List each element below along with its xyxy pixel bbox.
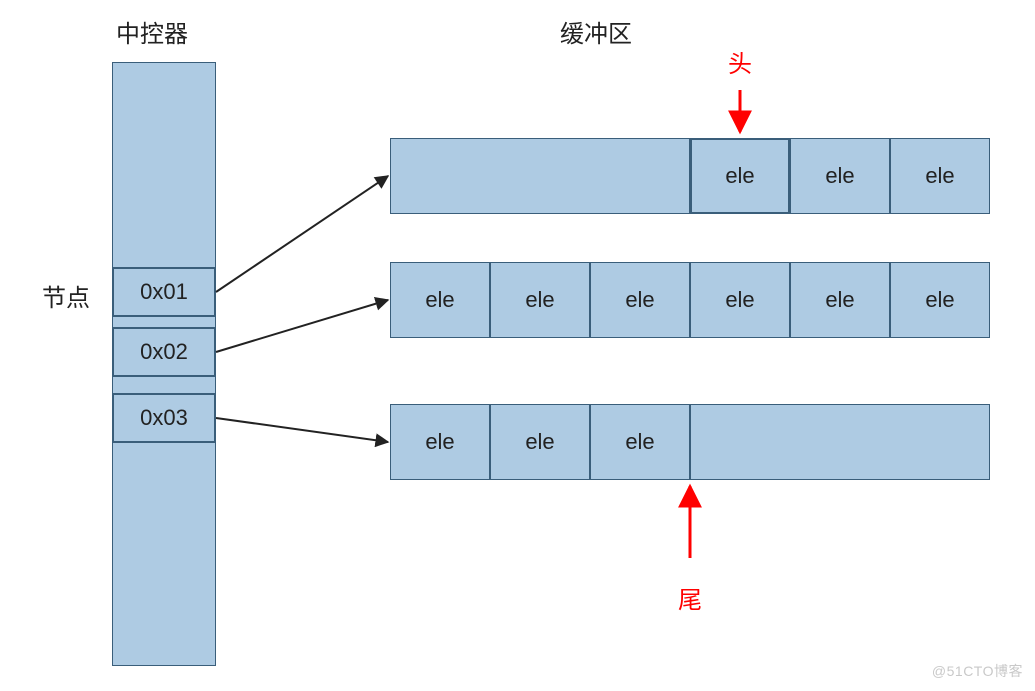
controller-node-0x01: 0x01 (112, 267, 216, 317)
buffer-cell-r1-c1: ele (490, 262, 590, 338)
controller-node-0x02-text: 0x02 (140, 339, 188, 365)
buffer-cell-text: ele (925, 163, 954, 189)
buffer-cell-text: ele (925, 287, 954, 313)
watermark: @51CTO博客 (932, 661, 1023, 681)
buffer-cell-r1-c4: ele (790, 262, 890, 338)
tail-label: 尾 (678, 580, 702, 615)
buffer-cell-r0-c3: ele (890, 138, 990, 214)
buffer-title: 缓冲区 (560, 14, 632, 49)
buffer-cell-text: ele (525, 429, 554, 455)
buffer-cell-r2-c3 (690, 404, 990, 480)
buffer-cell-text: ele (825, 163, 854, 189)
buffer-cell-r1-c5: ele (890, 262, 990, 338)
buffer-cell-text: ele (825, 287, 854, 313)
controller-title: 中控器 (116, 14, 188, 49)
buffer-cell-r0-c1: ele (690, 138, 790, 214)
buffer-cell-text: ele (525, 287, 554, 313)
controller-node-0x03: 0x03 (112, 393, 216, 443)
buffer-cell-r0-c2: ele (790, 138, 890, 214)
buffer-cell-r1-c0: ele (390, 262, 490, 338)
controller-node-0x02: 0x02 (112, 327, 216, 377)
buffer-cell-r2-c1: ele (490, 404, 590, 480)
buffer-cell-text: ele (725, 287, 754, 313)
buffer-cell-r0-c0 (390, 138, 690, 214)
buffer-cell-r1-c3: ele (690, 262, 790, 338)
head-label: 头 (728, 44, 752, 79)
buffer-cell-r2-c0: ele (390, 404, 490, 480)
buffer-cell-r1-c2: ele (590, 262, 690, 338)
controller-node-0x03-text: 0x03 (140, 405, 188, 431)
buffer-cell-r2-c2: ele (590, 404, 690, 480)
controller-node-0x01-text: 0x01 (140, 279, 188, 305)
buffer-cell-text: ele (625, 287, 654, 313)
buffer-cell-text: ele (625, 429, 654, 455)
buffer-cell-text: ele (425, 429, 454, 455)
buffer-cell-text: ele (425, 287, 454, 313)
buffer-cell-text: ele (725, 163, 754, 189)
node-label: 节点 (42, 278, 90, 313)
